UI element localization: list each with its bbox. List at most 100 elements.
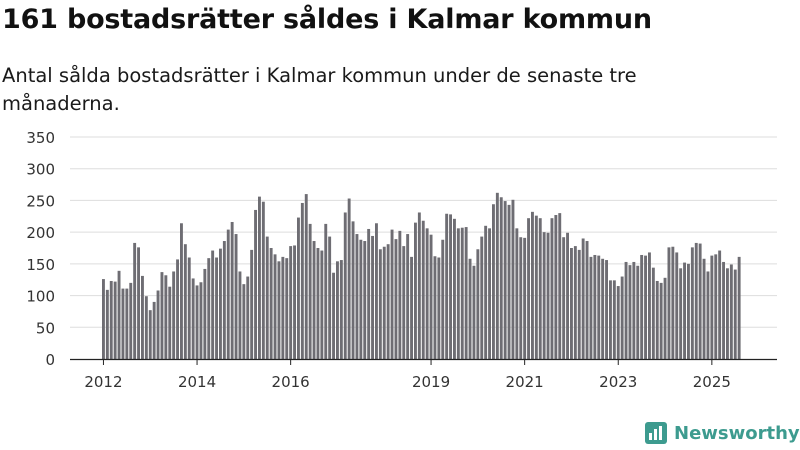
bar [394,239,398,359]
x-tick-label: 2021 [506,373,544,391]
bar [367,228,371,359]
y-tick-label: 200 [26,224,55,242]
x-tick-label: 2014 [178,373,216,391]
bar [406,234,410,359]
bar [242,284,246,359]
bar [113,281,117,359]
bar [694,242,698,359]
bar [597,255,601,359]
bar [359,239,363,359]
bar [632,261,636,359]
bar [117,270,121,359]
bar [593,254,597,359]
bar [511,199,515,359]
bar [207,258,211,359]
x-tick-label: 2025 [693,373,731,391]
bar [562,237,566,359]
bar [261,201,265,359]
bar [215,257,218,359]
y-tick-label: 50 [36,319,55,337]
bar [297,217,300,359]
bar [425,228,429,359]
bar [456,228,460,359]
bar [726,268,729,359]
bar [687,263,690,359]
bar [371,235,374,359]
bar [671,246,675,359]
bar [273,254,277,359]
newsworthy-logo-icon [645,422,667,444]
bar [628,265,632,359]
bar [605,260,608,359]
x-tick-label: 2012 [84,373,122,391]
x-tick-label: 2023 [599,373,637,391]
bar [729,264,733,359]
x-tick-label: 2016 [272,373,310,391]
bar [648,252,651,359]
bar [640,254,644,359]
bar [316,248,320,359]
bar [125,288,129,359]
highlight-value-label: 161 [729,0,758,4]
bar [168,286,172,359]
bar [363,241,367,359]
bar [538,218,542,359]
bar [386,244,390,359]
bar [675,252,679,359]
bar [488,228,491,359]
bar [718,250,722,359]
bar [453,218,456,359]
bar [191,278,195,359]
bar [441,239,445,359]
bar [129,282,133,359]
bar [195,285,199,359]
y-tick-label: 350 [26,129,55,147]
bar [546,232,550,359]
bar [476,249,480,359]
bar [706,271,710,359]
page-title: 161 bostadsrätter såldes i Kalmar kommun [2,4,652,35]
bar [417,212,421,359]
bar [495,192,499,359]
bar [464,227,468,359]
bar [180,223,183,359]
bar [269,248,273,359]
bar [492,204,495,359]
bar [312,241,316,359]
bar [410,256,413,359]
bar [659,282,663,359]
bar [558,213,562,359]
bar [355,234,359,359]
bar [164,275,168,359]
bar [336,261,339,359]
bar [737,256,741,359]
bar [655,280,659,359]
page-subtitle: Antal sålda bostadsrätter i Kalmar kommu… [2,64,637,115]
bar [148,310,152,359]
bar [460,227,464,359]
bar [612,280,616,359]
bar [141,275,144,359]
bar [683,262,686,359]
bar [258,196,261,359]
bar [304,194,308,359]
bar [542,232,546,359]
bar [519,237,523,359]
brand-logo: Newsworthy [644,420,800,446]
bar [183,244,187,359]
bar [585,241,589,359]
bar [277,261,281,359]
bar [222,241,226,359]
bar [219,248,222,359]
bar [577,249,581,359]
bar [554,215,558,359]
bar [172,271,176,359]
bar [328,236,332,359]
bar [433,256,437,359]
bar [449,214,452,359]
bar [710,255,714,359]
bar [402,246,406,359]
bar [160,272,164,359]
bar [375,223,378,359]
